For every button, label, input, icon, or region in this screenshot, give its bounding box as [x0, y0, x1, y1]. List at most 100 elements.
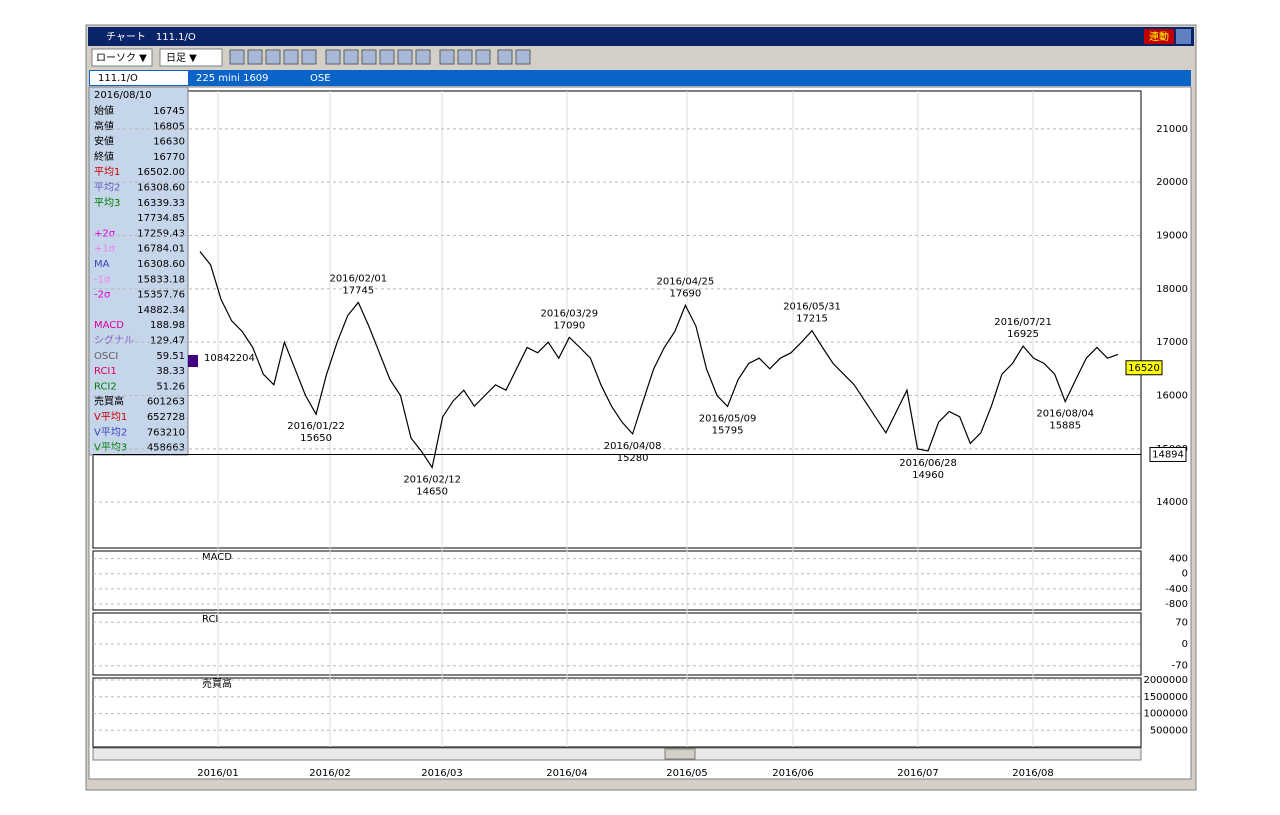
candle-select[interactable] [91, 48, 153, 67]
scroll-thumb[interactable] [664, 748, 696, 760]
y-tick-label: 2000000 [1143, 675, 1188, 686]
x-tick-label: 2016/02 [309, 768, 351, 779]
annotation-date: 2016/04/08 [604, 441, 662, 452]
link-button[interactable] [1144, 29, 1174, 44]
y-tick-label: 20000 [1156, 177, 1188, 188]
info-label: 売買高 [94, 395, 124, 408]
y-tick-label: 0 [1182, 569, 1188, 580]
info-label: V平均1 [94, 411, 127, 423]
annotation-date: 2016/05/31 [783, 302, 841, 313]
info-value: 188.98 [150, 320, 185, 331]
annotation-date: 2016/04/25 [657, 276, 715, 287]
y-tick-label: 400 [1169, 554, 1188, 565]
x-tick-label: 2016/07 [897, 768, 939, 779]
info-label: V平均2 [94, 426, 127, 438]
volume-marker-box [188, 355, 198, 367]
info-value: 16630 [153, 137, 185, 148]
info-value: 16805 [153, 121, 185, 132]
annotation-value: 17690 [669, 288, 701, 299]
info-label: RCI1 [94, 366, 117, 377]
info-label: 安値 [94, 135, 114, 148]
info-value: 16745 [153, 106, 185, 117]
annotation-value: 16925 [1007, 329, 1039, 340]
info-value: 15833.18 [137, 274, 185, 285]
annotation-value: 17090 [553, 320, 585, 331]
panel-label: 売買高 [202, 677, 232, 690]
info-value: 17259.43 [137, 228, 185, 239]
info-value: 16308.60 [137, 183, 185, 194]
y-tick-label: 1500000 [1143, 692, 1188, 703]
info-label: シグナル [94, 334, 134, 347]
info-label: RCI2 [94, 381, 117, 392]
annotation-date: 2016/03/29 [540, 308, 598, 319]
info-label: 終値 [94, 150, 114, 163]
period-select[interactable] [159, 48, 223, 67]
info-value: 601263 [147, 397, 185, 408]
annotation-value: 15795 [712, 425, 744, 436]
info-value: 14882.34 [137, 305, 185, 316]
info-label: 始値 [94, 104, 114, 117]
annotation-date: 2016/02/01 [329, 273, 387, 284]
volume-panel [92, 677, 1142, 748]
symbol-input[interactable] [90, 71, 188, 85]
info-value: 38.33 [156, 366, 185, 377]
close-button[interactable] [1176, 29, 1191, 44]
y-tick-label: 19000 [1156, 231, 1188, 242]
info-label: 平均2 [94, 182, 120, 194]
y-tick-label: 14000 [1156, 497, 1188, 508]
y-tick-label: 70 [1175, 617, 1188, 628]
period-select-label[interactable]: 日足 ▼ [166, 52, 197, 64]
x-tick-label: 2016/01 [197, 768, 239, 779]
macd-panel [92, 550, 1142, 611]
candle-select-label[interactable]: ローソク ▼ [96, 52, 147, 64]
link-button-label[interactable]: 連動 [1149, 30, 1169, 43]
annotation-value: 15650 [300, 433, 332, 444]
info-value: 59.51 [156, 351, 185, 362]
symbol-market: OSE [310, 73, 331, 84]
info-value: 129.47 [150, 336, 185, 347]
annotation-value: 15280 [617, 453, 649, 464]
info-label: -2σ [94, 290, 111, 301]
y-tick-label: 16000 [1156, 390, 1188, 401]
info-value: 16770 [153, 152, 185, 163]
info-date: 2016/08/10 [94, 90, 152, 101]
annotation-value: 17745 [342, 285, 374, 296]
info-value: 16502.00 [137, 167, 185, 178]
info-value: 16784.01 [137, 244, 185, 255]
info-label: 平均3 [94, 197, 120, 209]
annotation-date: 2016/07/21 [994, 317, 1052, 328]
price-panel [92, 90, 1142, 549]
price-line [199, 251, 1119, 470]
info-label: -1σ [94, 274, 111, 285]
info-value: 51.26 [156, 381, 185, 392]
annotation-value: 15885 [1049, 421, 1081, 432]
symbol-bar [89, 70, 1191, 86]
scrollbar[interactable] [92, 747, 1142, 761]
info-value: 17734.85 [137, 213, 185, 224]
y-tick-label: 21000 [1156, 124, 1188, 135]
current-price: 16520 [1128, 363, 1160, 374]
symbol-code[interactable]: 111.1/O [98, 73, 138, 84]
y-tick-label: 18000 [1156, 284, 1188, 295]
info-value: 16308.60 [137, 259, 185, 270]
current-price-box [1125, 360, 1163, 376]
y-tick-label: -70 [1172, 661, 1188, 672]
symbol-name: 225 mini 1609 [196, 73, 269, 84]
annotation-value: 14960 [912, 470, 944, 481]
x-tick-label: 2016/04 [546, 768, 588, 779]
volume-marker: 10842204 [204, 353, 255, 364]
y-tick-label: 1000000 [1143, 709, 1188, 720]
y-tick-label: 500000 [1150, 725, 1188, 736]
x-tick-label: 2016/08 [1012, 768, 1054, 779]
info-label: +2σ [94, 228, 116, 239]
panel-label: RCI [202, 614, 218, 625]
annotation-date: 2016/06/28 [899, 458, 957, 469]
info-label: MACD [94, 320, 124, 331]
info-label: V平均3 [94, 442, 127, 454]
annotation-date: 2016/02/12 [403, 474, 461, 485]
annotation-value: 14650 [416, 486, 448, 497]
toolbar-icons[interactable] [229, 49, 531, 65]
y-tick-label: -800 [1165, 599, 1188, 610]
